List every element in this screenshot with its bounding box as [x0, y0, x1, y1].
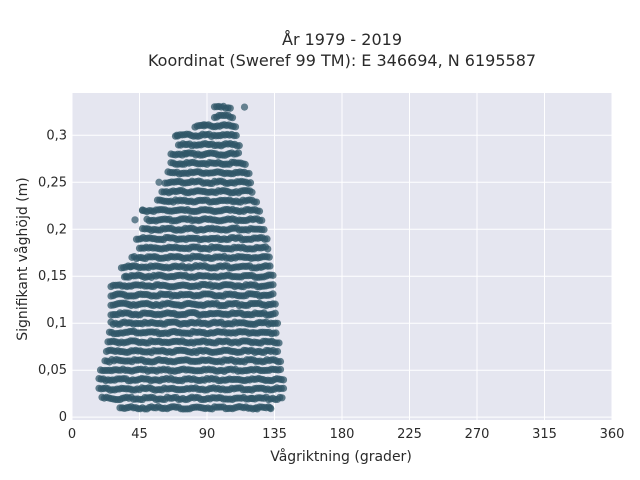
- data-point: [226, 104, 234, 112]
- data-point: [200, 122, 208, 130]
- data-point: [246, 179, 255, 187]
- data-point: [269, 281, 277, 289]
- y-axis-label: Signifikant våghöjd (m): [14, 177, 31, 340]
- y-axis-ticks: 0 0,05 0,1 0,15 0,2 0,25 0,3: [38, 128, 67, 425]
- x-tick-label: 0: [68, 427, 76, 442]
- data-point: [265, 253, 273, 261]
- y-tick-label: 0,1: [46, 316, 67, 331]
- data-point: [266, 404, 274, 412]
- data-point: [271, 309, 279, 317]
- data-point: [252, 198, 261, 206]
- data-point: [271, 300, 279, 308]
- data-point: [264, 245, 272, 253]
- data-point: [273, 347, 282, 356]
- data-point: [248, 394, 256, 402]
- data-point: [276, 357, 285, 366]
- data-point: [272, 329, 280, 337]
- y-tick-label: 0,2: [46, 222, 67, 237]
- x-tick-label: 90: [199, 427, 216, 442]
- data-point: [234, 149, 243, 157]
- data-point: [279, 384, 288, 392]
- y-tick-label: 0,25: [38, 175, 67, 190]
- data-point: [126, 263, 135, 271]
- x-tick-label: 315: [532, 427, 557, 442]
- data-point: [155, 178, 163, 186]
- data-point: [122, 272, 130, 280]
- data-point: [131, 216, 139, 224]
- chart-title-line2: Koordinat (Sweref 99 TM): E 346694, N 61…: [148, 51, 536, 70]
- y-tick-label: 0,05: [38, 363, 67, 378]
- data-point: [138, 206, 147, 215]
- data-point: [260, 226, 268, 234]
- chart-title-line1: År 1979 - 2019: [282, 30, 402, 49]
- data-point: [182, 150, 190, 158]
- x-tick-label: 360: [600, 427, 625, 442]
- data-point: [232, 131, 240, 140]
- data-point: [279, 376, 288, 384]
- data-point: [245, 169, 253, 178]
- data-point: [278, 394, 286, 402]
- data-point: [269, 271, 277, 279]
- data-point: [173, 131, 181, 139]
- x-tick-label: 180: [330, 427, 355, 442]
- data-point: [258, 216, 266, 224]
- y-tick-label: 0,3: [46, 128, 67, 143]
- x-axis-label: Vågriktning (grader): [270, 448, 412, 465]
- data-point: [235, 142, 243, 150]
- data-point: [241, 160, 249, 168]
- data-point: [266, 262, 274, 270]
- x-tick-label: 45: [131, 427, 148, 442]
- y-tick-label: 0: [59, 410, 67, 425]
- data-point: [231, 123, 240, 131]
- data-point: [248, 188, 256, 196]
- data-point: [263, 235, 271, 243]
- data-point: [275, 339, 283, 347]
- x-axis-ticks: 0 45 90 135 180 225 270 315 360: [68, 427, 625, 442]
- y-tick-label: 0,15: [38, 269, 67, 284]
- data-point: [276, 365, 285, 374]
- data-point: [252, 404, 261, 412]
- data-point: [255, 207, 264, 215]
- x-tick-label: 270: [465, 427, 490, 442]
- x-tick-label: 135: [262, 427, 287, 442]
- data-points: [95, 102, 288, 413]
- data-point: [273, 319, 282, 327]
- data-point: [228, 114, 237, 122]
- data-point: [269, 290, 277, 298]
- x-tick-label: 225: [397, 427, 422, 442]
- data-point: [240, 103, 249, 111]
